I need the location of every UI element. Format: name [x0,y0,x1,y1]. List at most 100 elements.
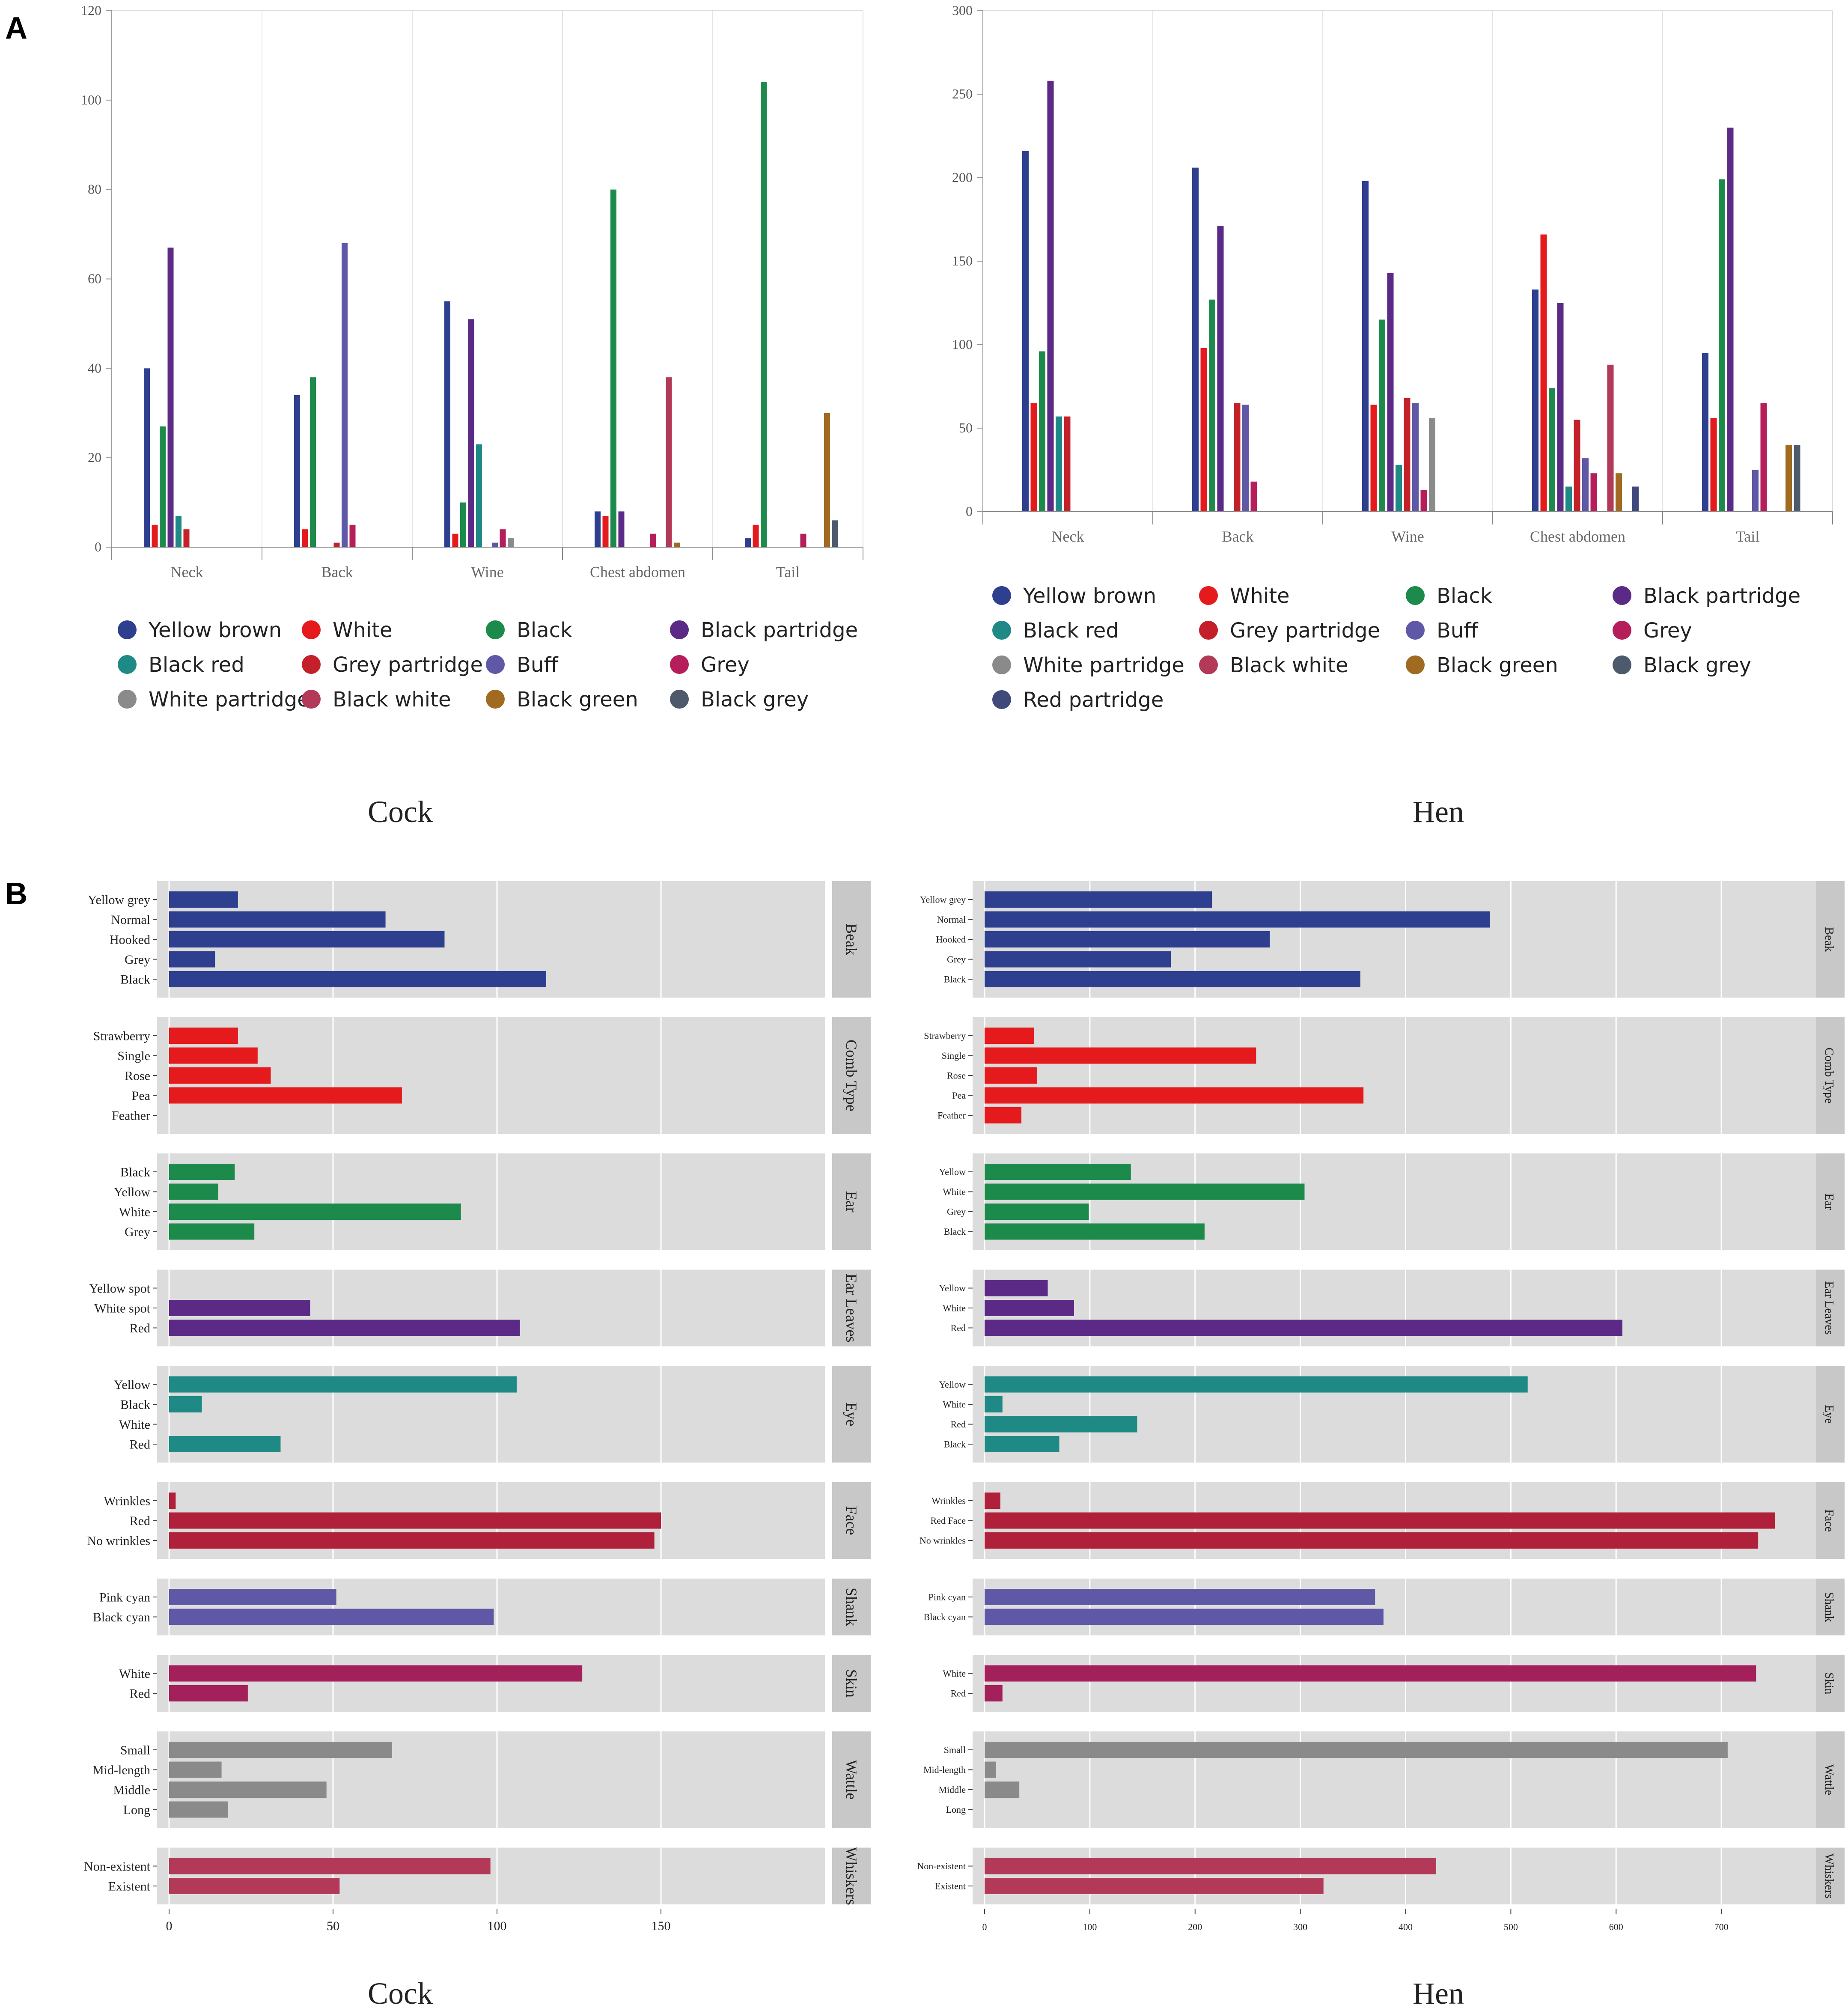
bar-black-red-neck [1056,416,1062,512]
bar-black-partridge-wine [1387,273,1394,512]
legend-label-black-green: Black green [517,688,638,712]
bar-grey-partridge-back [333,542,340,547]
y-tick-label: Black [120,973,150,987]
bar-grey-wine [1420,490,1427,512]
bar-eye-yellow [985,1376,1528,1393]
y-tick-label: Black [944,1439,966,1450]
y-tick-label: Wrinkles [104,1494,150,1508]
legend-swatch-black-green [1406,655,1425,674]
bar-whiskers-existent [985,1878,1324,1894]
bar-white-chest-abdomen [602,515,609,547]
legend-label-white-partridge: White partridge [149,688,310,712]
y-tick-label: Non-existent [84,1859,151,1874]
y-tick-label: Grey [125,953,150,967]
facet-strip-label: Skin [843,1669,860,1698]
facet-strip-skin [832,1655,871,1712]
legend-swatch-black-white [302,690,321,709]
bar-white-neck [1030,403,1037,512]
facet-strip-label: Eye [843,1402,860,1426]
bar-yellow-brown-chest-abdomen [1532,289,1539,512]
facet-strip-comb-type [832,1017,871,1134]
y-tick-label: White [119,1667,150,1681]
bar-red-partridge-chest-abdomen [1632,486,1639,512]
y-tick-label: Wrinkles [931,1496,966,1506]
bar-face-wrinkles [169,1493,176,1509]
bar-eye-yellow [169,1376,517,1393]
x-tick-label: 100 [1083,1922,1097,1932]
bar-wattle-mid-length [985,1761,997,1778]
bar-beak-normal [985,911,1490,928]
y-tick-label: Long [946,1804,966,1815]
y-tick-label: Red [130,1321,150,1335]
bar-skin-white [169,1665,583,1682]
bar-grey-partridge-neck [1064,416,1071,512]
legend-label-grey: Grey [1643,619,1692,643]
bar-grey-partridge-neck [183,529,190,547]
y-tick-label: White [119,1205,150,1219]
bar-black-tail [1719,179,1725,512]
bar-black-partridge-chest-abdomen [618,511,625,547]
legend-swatch-white-partridge [118,690,137,709]
bar-white-tail [753,524,759,547]
legend-label-black-partridge: Black partridge [701,618,858,642]
y-tick-label: Pink cyan [99,1591,150,1605]
bar-ear-yellow [169,1183,218,1200]
bar-beak-hooked [985,931,1270,947]
legend-label-black-partridge: Black partridge [1643,584,1800,608]
facet-strip-wattle [832,1731,871,1828]
x-tick-label: 0 [166,1919,173,1933]
bar-comb-type-pea [985,1087,1364,1104]
y-tick-label: Yellow [939,1167,966,1177]
y-tick-label: White [119,1418,150,1432]
facet-strip-label: Shank [843,1588,860,1626]
y-tick-label: Black [120,1398,150,1412]
bar-black-red-neck [176,515,182,547]
y-tick-label: Black [944,974,966,985]
bar-ear-leaves-yellow [985,1280,1048,1296]
bar-white-back [1200,348,1207,512]
y-tick-label: Middle [113,1783,150,1797]
y-tick-label: Mid-length [92,1763,150,1777]
y-tick-label: Red Face [931,1515,966,1526]
y-tick-label: Feather [112,1109,150,1123]
y-tick-label: Red [130,1514,150,1528]
bar-beak-grey [169,951,215,968]
facet-strip-label: Comb Type [843,1040,860,1111]
facet-strip-label: Ear [843,1191,860,1213]
bar-comb-type-single [169,1047,258,1064]
legend-label-black-green: Black green [1437,653,1558,677]
y-tick-label: Red [951,1323,966,1333]
facet-strip-face [832,1482,871,1559]
bar-beak-normal [169,911,386,928]
y-tick-label: White spot [94,1302,150,1316]
bar-face-no-wrinkles [985,1532,1759,1549]
bar-white-neck [152,524,158,547]
legend-swatch-white-partridge [992,655,1011,674]
facet-panel-skin [973,1655,1827,1712]
facet-strip-label: Shank [1822,1592,1836,1622]
bar-wattle-long [169,1801,228,1818]
y-tick-label: White [943,1668,966,1679]
y-tick-label: 50 [959,420,973,435]
x-tick-label: Wine [1391,528,1424,545]
bar-yellow-brown-wine [444,301,450,547]
bar-ear-grey [169,1223,255,1240]
bar-buff-back [1242,405,1249,512]
y-tick-label: Single [117,1049,150,1063]
bar-black-grey-tail [832,520,838,547]
bar-black-green-chest-abdomen [674,542,680,547]
legend-label-black-grey: Black grey [701,688,809,712]
bar-yellow-brown-wine [1362,181,1369,512]
y-tick-label: 200 [952,170,973,185]
legend-swatch-yellow-brown [992,586,1011,605]
bar-beak-black [985,971,1360,987]
facet-strip-label: Face [843,1506,860,1535]
legend-swatch-black-green [486,690,505,709]
y-tick-label: 80 [88,182,101,197]
bar-comb-type-rose [985,1067,1037,1084]
bar-black-tail [761,82,767,548]
bar-ear-leaves-red [169,1320,520,1336]
legend-label-black: Black [1437,584,1492,608]
bar-grey-partridge-back [1234,403,1241,512]
legend-label-black-red: Black red [149,653,244,677]
